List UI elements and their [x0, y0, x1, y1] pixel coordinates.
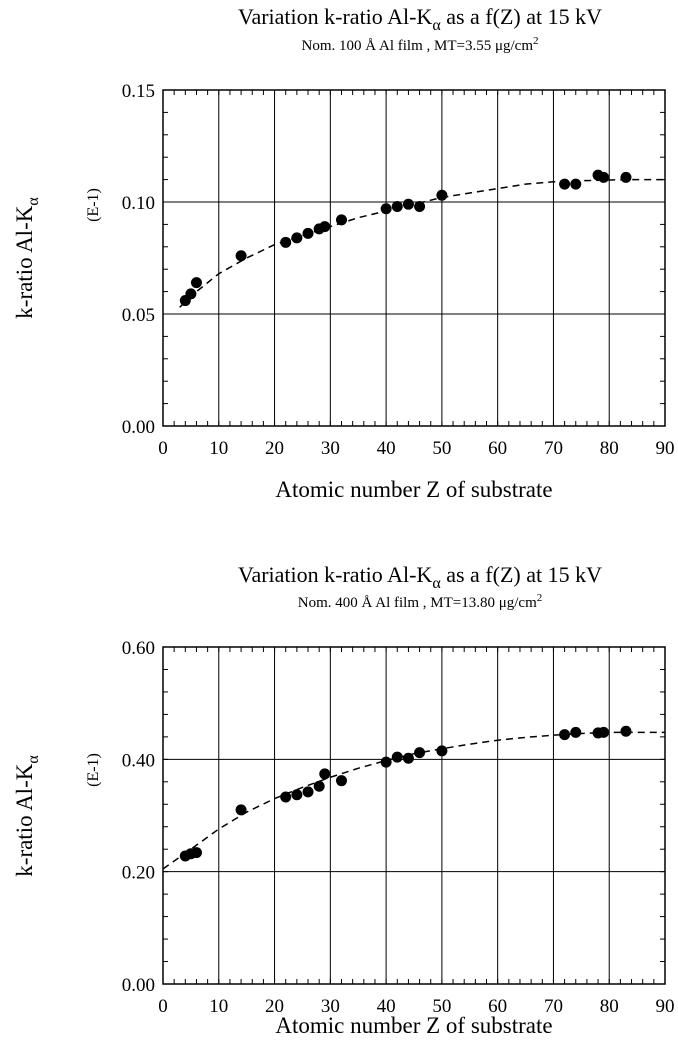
data-point: [436, 189, 448, 201]
x-tick-labels: 0 10 20 30 40 50 60 70 80 90: [158, 996, 674, 1017]
x-tick-label: 90: [656, 996, 675, 1017]
x-tick-label: 60: [488, 996, 507, 1017]
fit-curve-group: [179, 178, 665, 308]
x-tick-label: 90: [656, 438, 675, 459]
unit-label: (E-1): [85, 753, 102, 787]
minor-ticks: [162, 89, 666, 427]
data-point: [402, 752, 414, 764]
y-tick-labels: 0.00 0.20 0.40 0.60: [122, 638, 155, 996]
data-point: [414, 747, 426, 759]
y-tick-labels: 0.00 0.05 0.10 0.15: [122, 81, 155, 438]
data-point: [335, 775, 347, 787]
plot-frame: [162, 89, 666, 427]
x-axis-label: Atomic number Z of substrate: [275, 477, 552, 502]
data-point: [319, 221, 331, 233]
x-tick-label: 20: [265, 438, 284, 459]
y-tick-label: 0.60: [122, 638, 155, 659]
y-tick-label: 0.40: [122, 750, 155, 771]
data-point: [414, 200, 426, 212]
x-tick-labels: 0 10 20 30 40 50 60 70 80 90: [158, 438, 674, 459]
data-point: [235, 804, 247, 816]
data-point: [559, 729, 571, 741]
data-point: [391, 200, 403, 212]
data-point: [190, 847, 202, 859]
x-tick-label: 80: [600, 438, 619, 459]
data-point: [313, 780, 325, 792]
data-point: [302, 227, 314, 239]
fit-curve-group: [162, 731, 665, 870]
x-tick-label: 0: [158, 438, 168, 459]
data-point: [380, 203, 392, 215]
data-point: [598, 726, 610, 738]
x-tick-label: 70: [544, 996, 563, 1017]
data-point: [291, 789, 303, 801]
data-point: [620, 725, 632, 737]
x-tick-label: 60: [488, 438, 507, 459]
data-point: [235, 250, 247, 262]
chart-subtitle: Nom. 100 Å Al film , MT=3.55 μg/cm2: [302, 35, 539, 54]
fit-curve: [179, 178, 665, 308]
data-points: [179, 169, 632, 307]
x-tick-label: 20: [265, 996, 284, 1017]
fit-curve: [162, 731, 665, 870]
data-point: [559, 178, 571, 190]
y-axis-label: k-ratio Al-Kα: [12, 197, 42, 319]
data-point: [380, 756, 392, 768]
y-axis-label: k-ratio Al-Kα: [12, 755, 42, 877]
y-tick-label: 0.10: [122, 193, 155, 214]
x-tick-label: 40: [377, 438, 396, 459]
x-tick-label: 10: [209, 996, 228, 1017]
data-point: [402, 198, 414, 210]
data-point: [280, 236, 292, 248]
x-tick-label: 50: [432, 438, 451, 459]
chart-title: Variation k-ratio Al-Kα as a f(Z) at 15 …: [238, 562, 602, 592]
chart-bottom: Variation k-ratio Al-Kα as a f(Z) at 15 …: [12, 562, 675, 1038]
plot-frame: [162, 646, 666, 985]
grid: [163, 647, 665, 984]
data-point: [185, 288, 197, 300]
chart-top: Variation k-ratio Al-Kα as a f(Z) at 15 …: [12, 4, 675, 502]
x-axis-label: Atomic number Z of substrate: [275, 1013, 552, 1038]
data-point: [335, 214, 347, 226]
x-tick-label: 80: [600, 996, 619, 1017]
x-tick-label: 30: [321, 996, 340, 1017]
y-tick-label: 0.00: [122, 975, 155, 996]
y-tick-label: 0.00: [122, 417, 155, 438]
grid: [163, 90, 665, 426]
x-tick-label: 10: [209, 438, 228, 459]
x-tick-label: 50: [432, 996, 451, 1017]
data-point: [280, 791, 292, 803]
y-tick-label: 0.05: [122, 305, 155, 326]
data-point: [570, 726, 582, 738]
data-point: [436, 745, 448, 757]
data-point: [620, 171, 632, 183]
unit-label: (E-1): [85, 188, 102, 222]
data-points: [179, 725, 632, 862]
data-point: [598, 171, 610, 183]
x-tick-label: 30: [321, 438, 340, 459]
y-tick-label: 0.15: [122, 81, 155, 102]
x-tick-label: 0: [158, 996, 168, 1017]
chart-subtitle: Nom. 400 Å Al film , MT=13.80 μg/cm2: [298, 592, 543, 611]
y-tick-label: 0.20: [122, 863, 155, 884]
data-point: [319, 768, 331, 780]
x-tick-label: 40: [377, 996, 396, 1017]
data-point: [391, 751, 403, 763]
data-point: [190, 277, 202, 289]
data-point: [302, 786, 314, 798]
data-point: [291, 232, 303, 244]
chart-title: Variation k-ratio Al-Kα as a f(Z) at 15 …: [238, 4, 602, 34]
minor-ticks: [162, 646, 666, 985]
data-point: [570, 178, 582, 190]
x-tick-label: 70: [544, 438, 563, 459]
